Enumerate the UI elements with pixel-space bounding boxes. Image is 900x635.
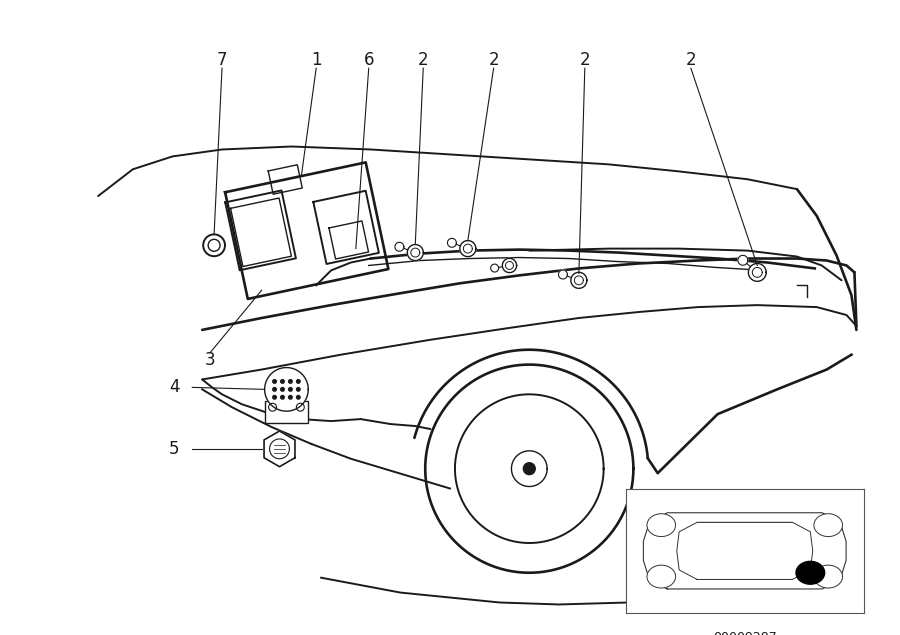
Circle shape	[297, 380, 300, 383]
Circle shape	[524, 463, 536, 474]
Text: 5: 5	[169, 440, 180, 458]
Circle shape	[289, 396, 293, 399]
Polygon shape	[738, 255, 748, 265]
Text: 6: 6	[364, 51, 374, 69]
Bar	[265, 401, 309, 423]
Text: 2: 2	[418, 51, 428, 69]
Circle shape	[289, 387, 293, 391]
Circle shape	[289, 380, 293, 383]
Polygon shape	[491, 264, 499, 272]
Text: 2: 2	[580, 51, 590, 69]
Polygon shape	[395, 243, 404, 251]
Circle shape	[281, 396, 284, 399]
Circle shape	[273, 387, 276, 391]
Text: 00009287: 00009287	[713, 631, 777, 635]
Polygon shape	[408, 244, 423, 260]
Text: 4: 4	[169, 378, 180, 396]
Polygon shape	[749, 264, 766, 281]
Polygon shape	[264, 431, 295, 467]
Circle shape	[281, 380, 284, 383]
Circle shape	[208, 239, 220, 251]
Polygon shape	[559, 270, 567, 279]
Text: 3: 3	[205, 351, 215, 369]
Polygon shape	[502, 258, 517, 272]
Circle shape	[273, 380, 276, 383]
Circle shape	[297, 387, 300, 391]
Polygon shape	[447, 238, 456, 247]
Circle shape	[273, 396, 276, 399]
Circle shape	[647, 514, 676, 537]
Polygon shape	[644, 512, 846, 589]
Circle shape	[814, 565, 842, 588]
Text: 7: 7	[217, 51, 228, 69]
Text: 2: 2	[686, 51, 697, 69]
Polygon shape	[571, 272, 587, 288]
Circle shape	[268, 403, 276, 411]
Polygon shape	[265, 368, 309, 411]
Circle shape	[296, 403, 304, 411]
Text: 2: 2	[489, 51, 499, 69]
Circle shape	[647, 565, 676, 588]
Text: 1: 1	[310, 51, 321, 69]
Circle shape	[796, 561, 824, 584]
Circle shape	[814, 514, 842, 537]
Circle shape	[297, 396, 300, 399]
Circle shape	[281, 387, 284, 391]
Circle shape	[203, 234, 225, 256]
Polygon shape	[460, 241, 476, 257]
